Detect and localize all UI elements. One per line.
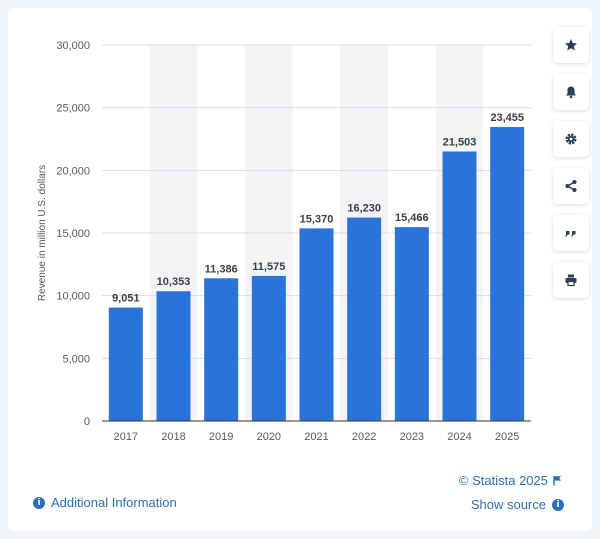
favorite-button[interactable] [553, 27, 589, 63]
copyright-text: © Statista 2025 [458, 473, 548, 488]
x-tick-label: 2020 [257, 431, 281, 443]
chart-card: 0 5,000 10,000 15,000 20,000 25,000 30,000 9,05… [8, 8, 592, 531]
x-tick-label: 2022 [352, 431, 376, 443]
bar [204, 278, 239, 421]
cite-button[interactable] [553, 215, 589, 251]
flag-icon [553, 476, 561, 486]
bell-icon [566, 86, 576, 99]
share-icon [565, 180, 577, 192]
bar [108, 307, 143, 421]
bar-chart: 0 5,000 10,000 15,000 20,000 25,000 30,000 9,05… [37, 40, 531, 443]
info-icon: i [552, 498, 564, 511]
star-icon [565, 39, 577, 51]
y-tick-label: 15,000 [56, 228, 90, 240]
bar [156, 291, 191, 421]
y-axis-title: Revenue in million U.S. dollars [37, 165, 48, 301]
data-label: 15,466 [395, 212, 429, 224]
show-source-link[interactable]: Show source i [471, 497, 564, 512]
gear-icon [565, 133, 577, 145]
y-tick-label: 0 [84, 416, 90, 428]
data-label: 10,353 [157, 276, 191, 288]
data-label: 15,370 [300, 213, 334, 225]
info-icon: i [33, 496, 45, 509]
data-label: 11,386 [205, 263, 238, 275]
bar [490, 127, 525, 421]
quote-icon [565, 231, 576, 237]
x-tick-label: 2025 [495, 431, 519, 443]
chart-toolbar [553, 27, 589, 309]
x-tick-label: 2021 [304, 431, 328, 443]
y-tick-label: 30,000 [56, 40, 90, 52]
copyright[interactable]: © Statista 2025 [459, 473, 562, 488]
show-source-label: Show source [470, 497, 546, 512]
y-tick-label: 10,000 [56, 291, 90, 303]
bar [299, 228, 334, 421]
data-label: 21,503 [443, 136, 477, 148]
print-icon [565, 274, 577, 287]
additional-information-link[interactable]: i Additional Information [33, 495, 177, 510]
data-label: 23,455 [490, 112, 524, 124]
y-tick-label: 25,000 [56, 103, 90, 115]
bar [394, 227, 429, 421]
bar [442, 151, 477, 421]
y-tick-label: 5,000 [62, 353, 90, 365]
x-tick-label: 2017 [114, 431, 138, 443]
settings-button[interactable] [553, 121, 589, 157]
x-tick-label: 2024 [447, 431, 471, 443]
bar [347, 217, 382, 421]
additional-information-label: Additional Information [51, 495, 177, 510]
x-tick-label: 2023 [400, 431, 424, 443]
y-tick-label: 20,000 [56, 165, 90, 177]
data-label: 16,230 [347, 203, 381, 215]
x-tick-label: 2019 [209, 431, 233, 443]
bar [251, 275, 286, 421]
share-button[interactable] [553, 168, 589, 204]
print-button[interactable] [553, 262, 589, 298]
data-label: 11,575 [252, 261, 285, 273]
data-label: 9,051 [112, 293, 140, 305]
x-tick-label: 2018 [161, 431, 185, 443]
notification-button[interactable] [553, 74, 589, 110]
